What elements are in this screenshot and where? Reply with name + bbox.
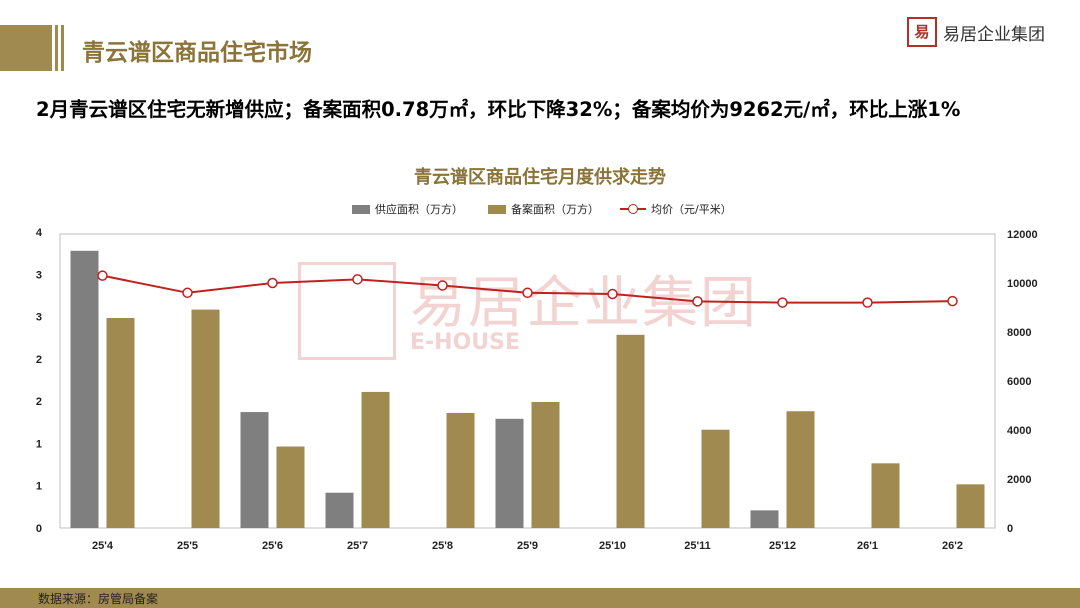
legend-swatch-supply [352, 204, 370, 214]
bar-supply [750, 510, 779, 528]
company-logo: 易 易居企业集团 [907, 17, 1045, 47]
price-point [522, 287, 533, 299]
legend-swatch-price [620, 204, 646, 214]
price-point [862, 297, 873, 308]
header-accent-stripe [61, 25, 64, 71]
y-right-tick-label: 8000 [1007, 327, 1031, 339]
price-point [437, 280, 448, 291]
page-title: 青云谱区商品住宅市场 [82, 40, 312, 66]
y-left-tick-label: 0 [36, 523, 42, 535]
y-right-tick-label: 6000 [1007, 376, 1031, 388]
legend-item-filing: 备案面积（万方） [488, 201, 599, 217]
watermark-subtext: E-HOUSE [410, 330, 521, 355]
y-left-tick-label: 1 [36, 438, 42, 450]
y-left-tick-label: 2 [36, 354, 42, 366]
x-tick-label: 25'10 [599, 540, 626, 552]
y-left-tick-label: 3 [36, 312, 42, 324]
bar-supply [70, 250, 99, 529]
bar-filing [191, 309, 220, 528]
legend-swatch-filing [488, 204, 506, 214]
x-tick-label: 25'6 [262, 540, 283, 552]
x-tick-label: 25'5 [177, 540, 198, 552]
bar-filing [871, 463, 900, 528]
footer-bar [0, 588, 1080, 608]
bar-filing [361, 391, 390, 528]
price-point [692, 296, 703, 307]
price-point [182, 287, 193, 299]
legend-item-price: 均价（元/平米） [620, 201, 732, 217]
x-tick-label: 25'8 [432, 540, 453, 552]
bar-filing [106, 318, 135, 528]
y-right-tick-label: 12000 [1007, 229, 1038, 241]
y-left-tick-label: 4 [36, 227, 43, 239]
y-left-tick-label: 3 [36, 269, 42, 281]
logo-text: 易居企业集团 [943, 24, 1045, 45]
x-tick-label: 25'11 [684, 540, 710, 552]
bar-filing [446, 412, 475, 528]
x-tick-label: 26'1 [857, 540, 878, 552]
y-right-tick-label: 0 [1007, 523, 1013, 535]
x-tick-label: 25'12 [769, 540, 796, 552]
chart-title: 青云谱区商品住宅月度供求走势 [414, 167, 666, 188]
x-tick-label: 25'7 [347, 540, 368, 552]
bar-filing [531, 402, 560, 528]
price-point [777, 297, 788, 308]
bar-filing [701, 429, 730, 528]
price-point [97, 270, 108, 281]
y-left-tick-label: 2 [36, 396, 42, 408]
price-point [352, 274, 363, 285]
bar-supply [240, 412, 269, 528]
bar-supply [325, 492, 354, 528]
headline-summary: 2月青云谱区住宅无新增供应；备案面积0.78万㎡，环比下降32%；备案均价为92… [36, 98, 961, 121]
logo-seal-icon: 易 [907, 17, 937, 47]
bar-filing [786, 411, 815, 528]
x-tick-label: 25'9 [517, 540, 538, 552]
legend-label-supply: 供应面积（万方） [375, 203, 463, 216]
legend-label-filing: 备案面积（万方） [511, 203, 599, 216]
price-point [947, 295, 958, 307]
x-tick-label: 26'2 [942, 540, 963, 552]
bar-supply [495, 418, 524, 528]
legend-label-price: 均价（元/平米） [651, 203, 732, 216]
x-tick-label: 25'4 [92, 540, 114, 552]
watermark-seal-icon [298, 262, 396, 360]
y-left-tick-label: 1 [36, 481, 42, 493]
chart-legend: 供应面积（万方） 备案面积（万方） 均价（元/平米） [0, 201, 1080, 219]
legend-item-supply: 供应面积（万方） [352, 201, 463, 217]
bar-filing [616, 334, 645, 528]
bar-filing [276, 446, 305, 528]
bar-filing [956, 484, 985, 528]
plot-area-frame [59, 233, 996, 529]
y-right-tick-label: 2000 [1007, 474, 1031, 486]
y-right-tick-label: 4000 [1007, 425, 1031, 437]
price-point [267, 277, 278, 289]
header-accent-stripe [55, 25, 58, 71]
y-right-tick-label: 10000 [1007, 278, 1038, 290]
header-accent-bar [0, 25, 52, 71]
data-source-note: 数据来源：房管局备案 [38, 592, 159, 606]
price-point [607, 288, 618, 300]
